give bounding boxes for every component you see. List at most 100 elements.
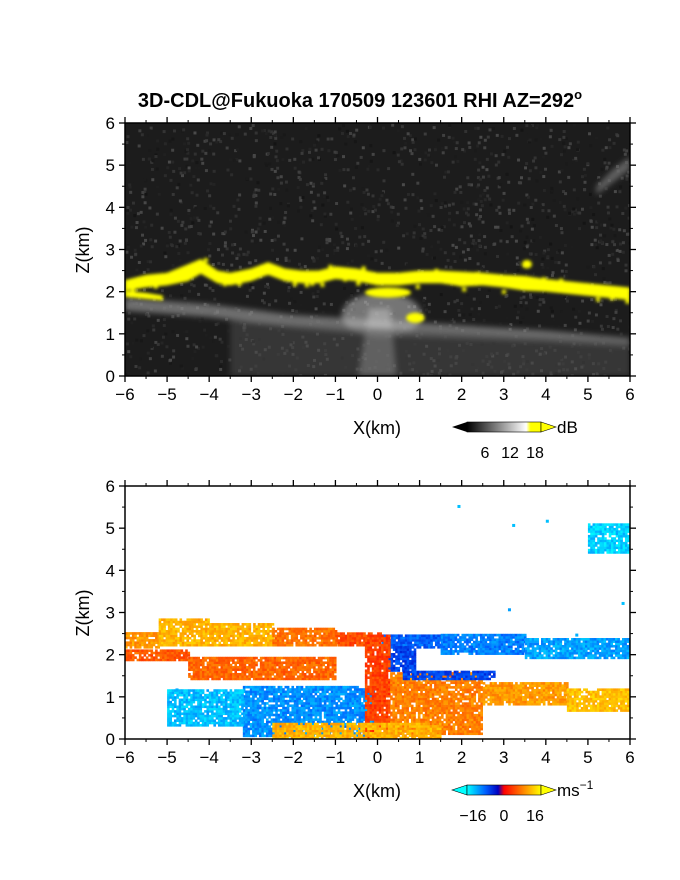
- velocity-cell: [540, 638, 544, 641]
- velocity-cell: [184, 636, 187, 640]
- velocity-cell: [171, 649, 174, 652]
- noise-pixel: [552, 318, 556, 322]
- noise-pixel: [528, 293, 532, 297]
- velocity-cell: [459, 650, 462, 653]
- noise-pixel: [460, 225, 464, 229]
- velocity-cell: [285, 675, 288, 678]
- velocity-cell: [301, 673, 305, 676]
- noise-pixel: [262, 291, 266, 295]
- velocity-cell: [138, 632, 142, 635]
- noise-pixel: [539, 170, 543, 174]
- noise-pixel: [576, 148, 580, 152]
- velocity-cell: [207, 629, 210, 633]
- velocity-cell: [489, 650, 492, 653]
- noise-pixel: [146, 289, 150, 293]
- velocity-cell: [484, 652, 488, 655]
- velocity-cell: [260, 639, 263, 642]
- noise-pixel: [404, 141, 408, 145]
- velocity-cell: [190, 656, 194, 660]
- noise-pixel: [525, 193, 529, 197]
- velocity-cell: [554, 642, 558, 646]
- velocity-cell: [225, 627, 228, 631]
- noise-pixel: [512, 208, 516, 212]
- velocity-cell: [540, 640, 544, 643]
- velocity-cell: [286, 709, 290, 712]
- noise-pixel: [137, 261, 141, 265]
- velocity-cell: [346, 643, 350, 647]
- noise-pixel: [156, 139, 160, 143]
- velocity-cell: [329, 668, 332, 671]
- velocity-cell: [243, 677, 247, 681]
- velocity-cell: [554, 656, 558, 660]
- noise-pixel: [619, 332, 623, 336]
- velocity-cell: [566, 649, 570, 653]
- velocity-cell: [279, 690, 283, 694]
- velocity-cell: [270, 704, 274, 708]
- noise-pixel: [416, 181, 420, 185]
- velocity-cell: [211, 661, 214, 665]
- velocity-cell: [475, 638, 478, 642]
- velocity-cell: [449, 643, 453, 646]
- velocity-cell: [521, 638, 525, 642]
- velocity-cell: [295, 636, 299, 640]
- velocity-cell: [603, 651, 607, 655]
- noise-pixel: [442, 175, 446, 179]
- velocity-cell: [529, 656, 533, 660]
- yellow-speck: [222, 279, 227, 284]
- velocity-cell: [264, 625, 268, 628]
- velocity-cell: [416, 639, 420, 642]
- velocity-cell: [552, 649, 556, 653]
- velocity-cell: [188, 627, 192, 631]
- noise-pixel: [563, 274, 567, 278]
- noise-pixel: [515, 316, 519, 320]
- velocity-cell: [484, 645, 488, 648]
- noise-pixel: [350, 259, 354, 263]
- velocity-cell: [329, 656, 332, 660]
- yellow-speck: [267, 268, 272, 273]
- velocity-cell: [155, 634, 158, 638]
- x-tick-label: 6: [625, 385, 634, 404]
- velocity-cell: [193, 625, 196, 628]
- noise-pixel: [193, 152, 197, 156]
- noise-pixel: [431, 214, 435, 218]
- velocity-cell: [547, 649, 551, 653]
- velocity-cell: [416, 634, 420, 638]
- noise-pixel: [252, 194, 256, 198]
- noise-pixel: [279, 175, 283, 179]
- velocity-cell: [596, 656, 600, 660]
- noise-pixel: [316, 138, 320, 142]
- noise-pixel: [524, 166, 528, 170]
- velocity-cell: [173, 654, 177, 657]
- velocity-cell: [181, 643, 185, 647]
- velocity-cell: [353, 641, 357, 645]
- velocity-cell: [198, 620, 201, 624]
- noise-pixel: [186, 148, 190, 152]
- velocity-cell: [160, 641, 164, 645]
- noise-pixel: [624, 269, 628, 273]
- velocity-cell: [247, 718, 251, 721]
- velocity-cell: [300, 713, 304, 717]
- noise-pixel: [619, 185, 623, 189]
- velocity-cell: [404, 648, 408, 651]
- noise-pixel: [235, 158, 239, 162]
- velocity-cell: [254, 704, 258, 708]
- velocity-cell: [232, 629, 235, 633]
- velocity-cell: [342, 636, 345, 640]
- velocity-cell: [260, 641, 263, 645]
- noise-pixel: [152, 328, 156, 332]
- velocity-cell: [521, 633, 525, 637]
- noise-pixel: [433, 192, 437, 196]
- velocity-cell: [584, 640, 588, 643]
- velocity-cell: [617, 640, 620, 643]
- velocity-cell: [538, 644, 542, 648]
- velocity-cell: [400, 641, 403, 644]
- velocity-cell: [295, 634, 299, 638]
- velocity-cell: [393, 641, 396, 644]
- velocity-cell: [259, 713, 262, 717]
- velocity-cell: [430, 636, 433, 640]
- noise-pixel: [542, 290, 546, 294]
- velocity-cell: [330, 634, 333, 638]
- velocity-cell: [242, 722, 246, 726]
- velocity-cell: [131, 639, 135, 642]
- noise-pixel: [170, 244, 174, 248]
